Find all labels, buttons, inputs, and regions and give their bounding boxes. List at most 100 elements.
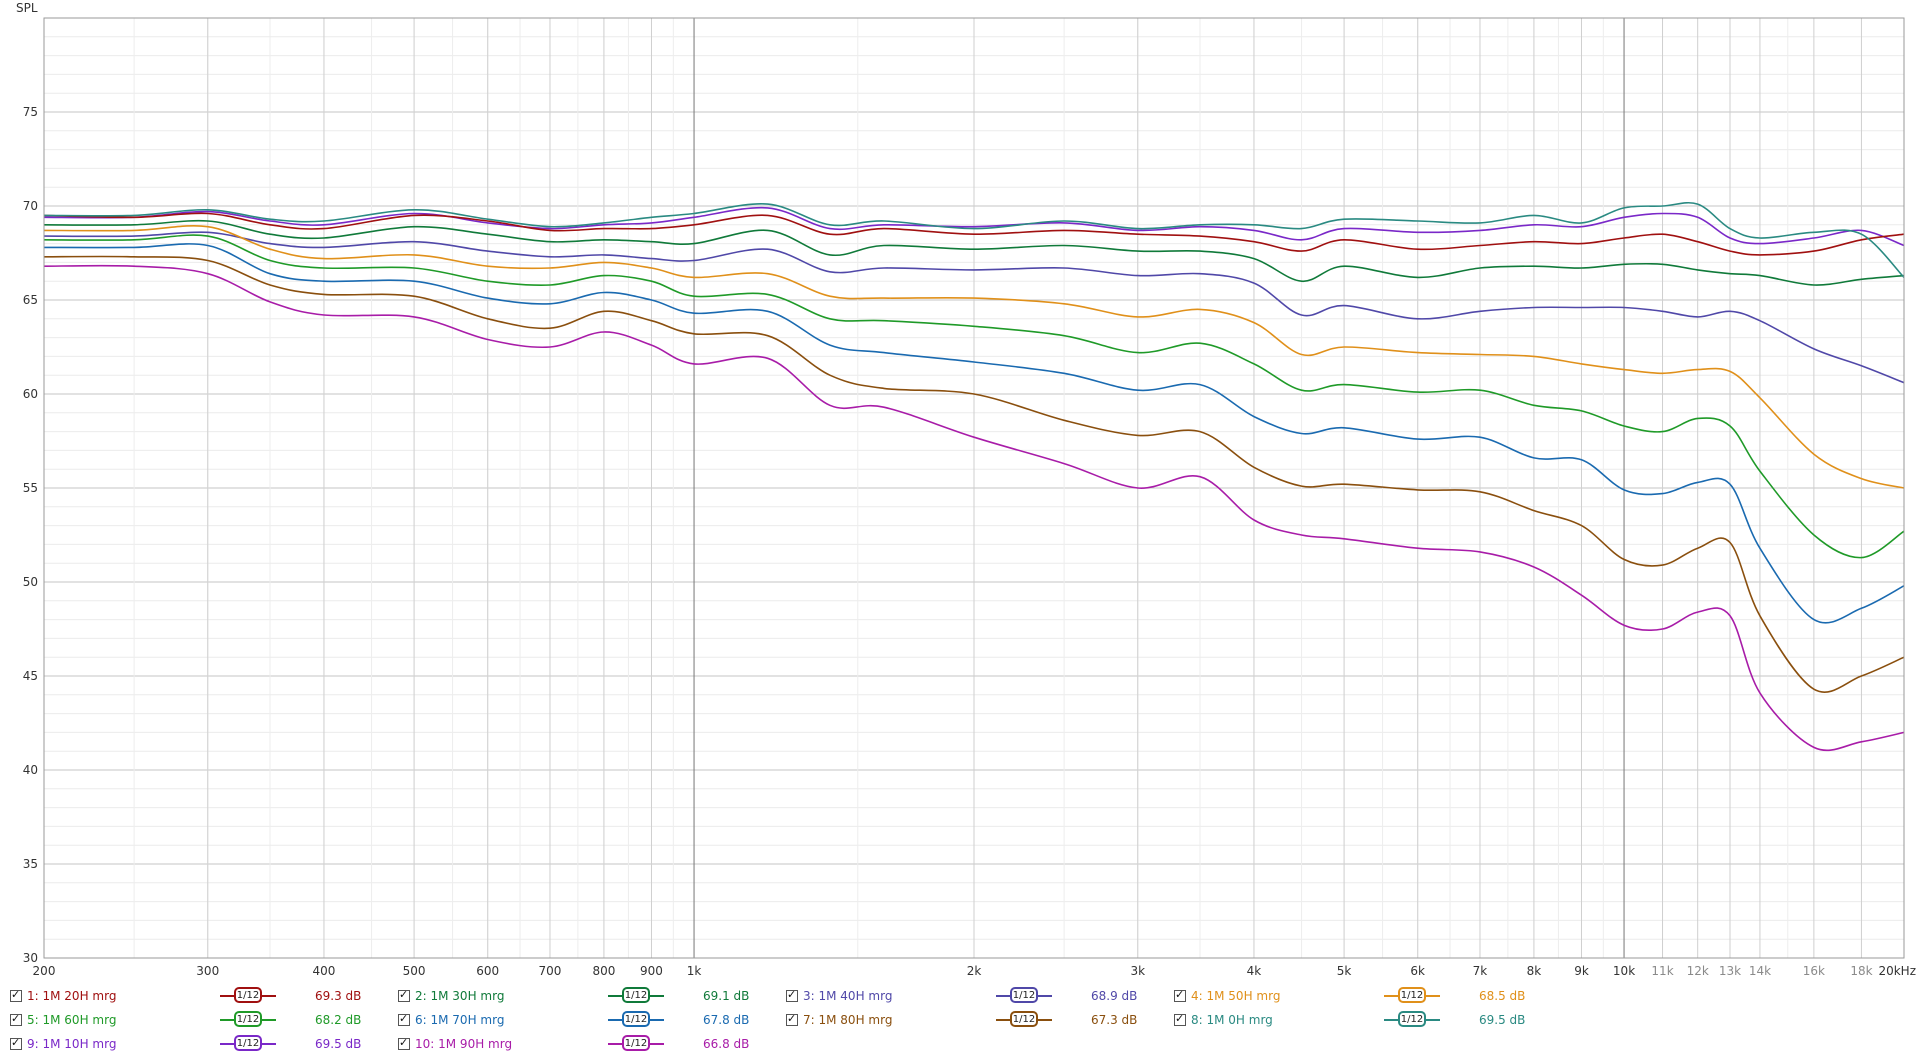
series-lines[interactable] bbox=[43, 201, 1905, 752]
smoothing-selector[interactable]: 1/12 bbox=[608, 987, 664, 1005]
legend-checkbox[interactable] bbox=[398, 1036, 410, 1050]
x-tick-label-minor: 12k bbox=[1687, 964, 1709, 978]
legend-series-name: 4: 1M 50H mrg bbox=[1191, 989, 1281, 1003]
legend-value: 69.5 dB bbox=[1479, 1013, 1526, 1027]
series-line-6[interactable] bbox=[43, 243, 1905, 624]
legend-item[interactable]: 5: 1M 60H mrg bbox=[10, 1010, 227, 1030]
legend-checkbox[interactable] bbox=[786, 988, 798, 1002]
legend-value: 66.8 dB bbox=[703, 1037, 750, 1051]
legend-series-name: 1: 1M 20H mrg bbox=[27, 989, 117, 1003]
legend-value: 68.9 dB bbox=[1091, 989, 1138, 1003]
y-tick-label: 40 bbox=[23, 763, 38, 777]
legend-value: 68.5 dB bbox=[1479, 989, 1526, 1003]
legend-checkbox[interactable] bbox=[10, 988, 22, 1002]
legend-checkbox[interactable] bbox=[398, 988, 410, 1002]
series-line-8[interactable] bbox=[43, 201, 1905, 278]
legend-series-name: 6: 1M 70H mrg bbox=[415, 1013, 505, 1027]
smoothing-label: 1/12 bbox=[1010, 1011, 1038, 1027]
legend[interactable]: 1: 1M 20H mrg 1/12 69.3 dB 2: 1M 30H mrg 1/1… bbox=[0, 984, 1920, 1054]
smoothing-label: 1/12 bbox=[1010, 987, 1038, 1003]
smoothing-selector[interactable]: 1/12 bbox=[220, 987, 276, 1005]
smoothing-selector[interactable]: 1/12 bbox=[996, 987, 1052, 1005]
legend-item[interactable]: 2: 1M 30H mrg bbox=[398, 986, 615, 1006]
smoothing-selector[interactable]: 1/12 bbox=[1384, 987, 1440, 1005]
smoothing-selector[interactable]: 1/12 bbox=[608, 1011, 664, 1029]
legend-item[interactable]: 8: 1M 0H mrg bbox=[1174, 1010, 1391, 1030]
legend-series-name: 9: 1M 10H mrg bbox=[27, 1037, 117, 1051]
legend-item[interactable]: 9: 1M 10H mrg bbox=[10, 1034, 227, 1054]
x-tick-label-minor: 16k bbox=[1803, 964, 1825, 978]
series-line-7[interactable] bbox=[43, 255, 1905, 693]
legend-value: 67.3 dB bbox=[1091, 1013, 1138, 1027]
smoothing-selector[interactable]: 1/12 bbox=[608, 1035, 664, 1053]
legend-checkbox[interactable] bbox=[1174, 988, 1186, 1002]
legend-series-name: 8: 1M 0H mrg bbox=[1191, 1013, 1273, 1027]
x-tick-label: 4k bbox=[1247, 964, 1262, 978]
x-tick-label: 3k bbox=[1130, 964, 1145, 978]
y-axis-title: SPL bbox=[16, 1, 38, 15]
axis-labels: 30 35 40 45 50 55 60 65 70 75 200 300 400 500 600 700 80… bbox=[23, 105, 1916, 978]
smoothing-label: 1/12 bbox=[234, 987, 262, 1003]
legend-checkbox[interactable] bbox=[10, 1036, 22, 1050]
legend-value: 69.3 dB bbox=[315, 989, 362, 1003]
x-tick-label: 6k bbox=[1410, 964, 1425, 978]
x-tick-label: 800 bbox=[592, 964, 615, 978]
legend-series-name: 7: 1M 80H mrg bbox=[803, 1013, 893, 1027]
legend-value: 69.1 dB bbox=[703, 989, 750, 1003]
legend-value: 67.8 dB bbox=[703, 1013, 750, 1027]
x-tick-label-minor: 14k bbox=[1749, 964, 1771, 978]
legend-item[interactable]: 4: 1M 50H mrg bbox=[1174, 986, 1391, 1006]
y-tick-label: 55 bbox=[23, 481, 38, 495]
smoothing-selector[interactable]: 1/12 bbox=[220, 1035, 276, 1053]
smoothing-selector[interactable]: 1/12 bbox=[1384, 1011, 1440, 1029]
x-tick-label: 600 bbox=[476, 964, 499, 978]
legend-item[interactable]: 7: 1M 80H mrg bbox=[786, 1010, 1003, 1030]
smoothing-label: 1/12 bbox=[622, 987, 650, 1003]
x-tick-label: 500 bbox=[403, 964, 426, 978]
legend-series-name: 2: 1M 30H mrg bbox=[415, 989, 505, 1003]
smoothing-label: 1/12 bbox=[234, 1011, 262, 1027]
y-tick-label: 45 bbox=[23, 669, 38, 683]
smoothing-selector[interactable]: 1/12 bbox=[220, 1011, 276, 1029]
x-tick-label: 200 bbox=[33, 964, 56, 978]
x-tick-label-minor: 13k bbox=[1719, 964, 1741, 978]
legend-item[interactable]: 1: 1M 20H mrg bbox=[10, 986, 227, 1006]
y-tick-label: 60 bbox=[23, 387, 38, 401]
x-tick-label: 700 bbox=[539, 964, 562, 978]
series-line-4[interactable] bbox=[43, 225, 1905, 489]
smoothing-label: 1/12 bbox=[622, 1035, 650, 1051]
plot-frame bbox=[43, 17, 1905, 959]
y-tick-label: 65 bbox=[23, 293, 38, 307]
legend-series-name: 5: 1M 60H mrg bbox=[27, 1013, 117, 1027]
legend-item[interactable]: 6: 1M 70H mrg bbox=[398, 1010, 615, 1030]
legend-series-name: 3: 1M 40H mrg bbox=[803, 989, 893, 1003]
x-tick-label: 1k bbox=[687, 964, 702, 978]
x-tick-label: 400 bbox=[313, 964, 336, 978]
series-line-2[interactable] bbox=[43, 219, 1905, 286]
legend-checkbox[interactable] bbox=[398, 1012, 410, 1026]
x-tick-label: 10k bbox=[1613, 964, 1635, 978]
series-line-1[interactable] bbox=[43, 212, 1905, 256]
legend-item[interactable]: 10: 1M 90H mrg bbox=[398, 1034, 615, 1054]
series-line-5[interactable] bbox=[43, 234, 1905, 559]
series-line-3[interactable] bbox=[43, 231, 1905, 384]
legend-value: 68.2 dB bbox=[315, 1013, 362, 1027]
x-tick-label: 20kHz bbox=[1878, 964, 1916, 978]
legend-checkbox[interactable] bbox=[10, 1012, 22, 1026]
smoothing-selector[interactable]: 1/12 bbox=[996, 1011, 1052, 1029]
x-tick-label: 5k bbox=[1337, 964, 1352, 978]
legend-checkbox[interactable] bbox=[1174, 1012, 1186, 1026]
y-tick-label: 35 bbox=[23, 857, 38, 871]
legend-checkbox[interactable] bbox=[786, 1012, 798, 1026]
legend-series-name: 10: 1M 90H mrg bbox=[415, 1037, 513, 1051]
x-tick-label: 900 bbox=[640, 964, 663, 978]
y-tick-label: 75 bbox=[23, 105, 38, 119]
x-tick-label-minor: 11k bbox=[1651, 964, 1673, 978]
smoothing-label: 1/12 bbox=[1398, 987, 1426, 1003]
frequency-response-chart[interactable]: 30 35 40 45 50 55 60 65 70 75 200 300 400 500 600 700 80… bbox=[0, 0, 1920, 984]
smoothing-label: 1/12 bbox=[234, 1035, 262, 1051]
legend-item[interactable]: 3: 1M 40H mrg bbox=[786, 986, 1003, 1006]
series-line-10[interactable] bbox=[43, 264, 1905, 752]
series-line-9[interactable] bbox=[43, 206, 1905, 247]
y-tick-label: 30 bbox=[23, 951, 38, 965]
